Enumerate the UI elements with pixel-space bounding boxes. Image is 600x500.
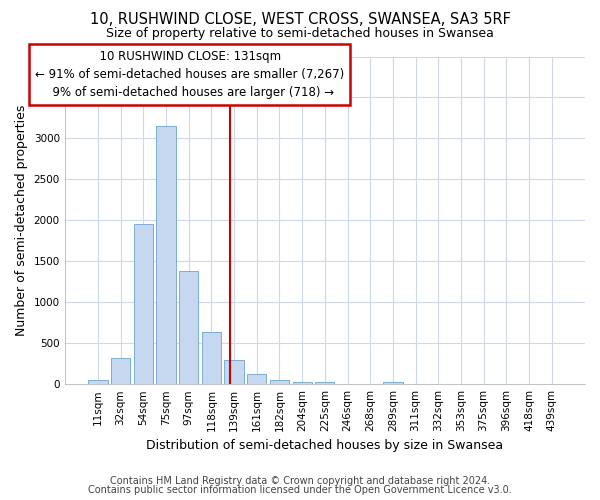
Bar [383, 382, 403, 384]
Text: 10 RUSHWIND CLOSE: 131sqm  
← 91% of semi-detached houses are smaller (7,267)
  : 10 RUSHWIND CLOSE: 131sqm ← 91% of semi-… [35, 50, 344, 99]
Bar [293, 382, 312, 384]
Bar [224, 360, 244, 384]
Bar [202, 332, 221, 384]
Bar [179, 271, 199, 384]
Text: Contains public sector information licensed under the Open Government Licence v3: Contains public sector information licen… [88, 485, 512, 495]
Bar [111, 358, 130, 384]
Bar [270, 380, 289, 384]
Bar [157, 126, 176, 384]
Text: Contains HM Land Registry data © Crown copyright and database right 2024.: Contains HM Land Registry data © Crown c… [110, 476, 490, 486]
Text: Size of property relative to semi-detached houses in Swansea: Size of property relative to semi-detach… [106, 28, 494, 40]
X-axis label: Distribution of semi-detached houses by size in Swansea: Distribution of semi-detached houses by … [146, 440, 503, 452]
Bar [134, 224, 153, 384]
Bar [315, 382, 334, 384]
Bar [247, 374, 266, 384]
Y-axis label: Number of semi-detached properties: Number of semi-detached properties [15, 104, 28, 336]
Bar [88, 380, 107, 384]
Text: 10, RUSHWIND CLOSE, WEST CROSS, SWANSEA, SA3 5RF: 10, RUSHWIND CLOSE, WEST CROSS, SWANSEA,… [89, 12, 511, 28]
